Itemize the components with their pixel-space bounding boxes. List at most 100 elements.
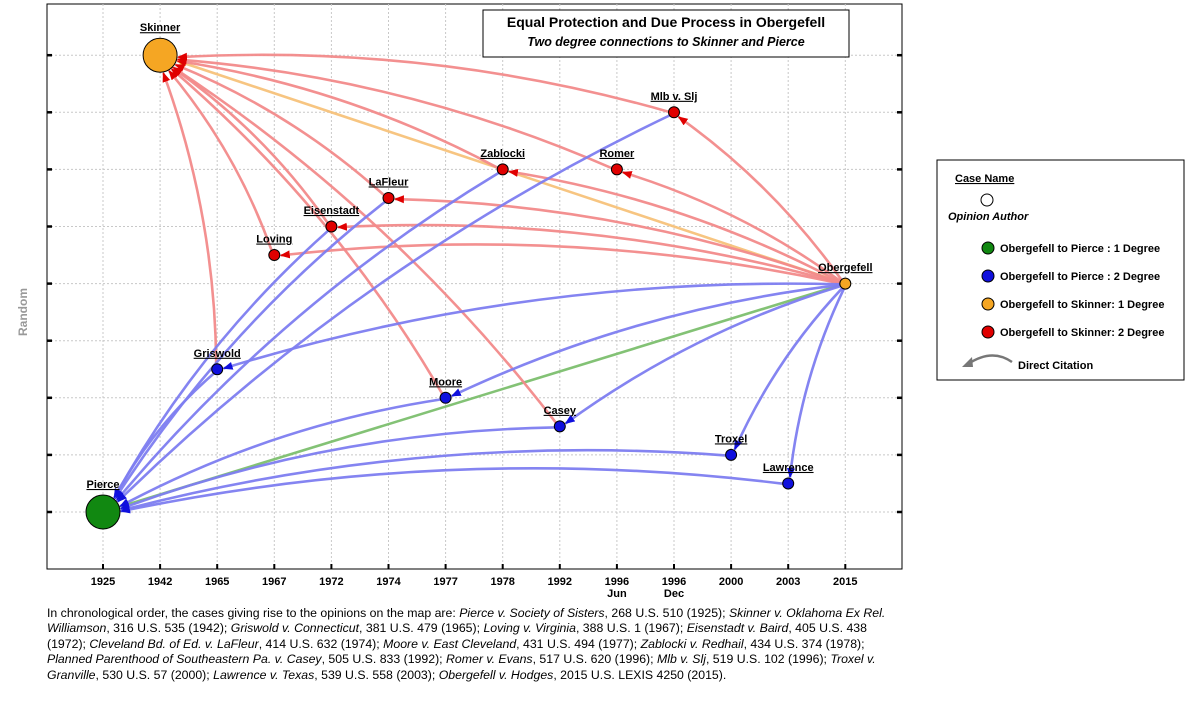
edges <box>113 52 845 514</box>
caption-citation: , 414 U.S. 632 (1974); <box>258 636 380 651</box>
edge-obergefell-to-troxel <box>733 287 844 451</box>
legend-item-label: Obergefell to Skinner: 2 Degree <box>1000 327 1164 339</box>
legend-marker-red <box>981 325 995 339</box>
x-tick-label: 1977 <box>433 576 457 588</box>
chart-subtitle: Two degree connections to Skinner and Pi… <box>527 35 804 49</box>
legend-citation-label: Direct Citation <box>1018 360 1093 372</box>
edge-obergefell-to-eisenstadt <box>336 222 841 285</box>
node-label-griswold: Griswold <box>194 348 241 360</box>
plot-frame <box>46 3 903 570</box>
caption-citation: , 431 U.S. 494 (1977); <box>516 636 638 651</box>
x-tick-label: 1925 <box>91 576 115 588</box>
node-troxel <box>725 448 738 461</box>
node-eisenstadt <box>325 220 338 233</box>
edge-mlb-to-pierce <box>116 114 671 503</box>
x-tick-label: 2000 <box>719 576 743 588</box>
edge-obergefell-to-lawrence <box>787 288 845 479</box>
node-label-troxel: Troxel <box>715 433 747 445</box>
node-label-eisenstadt: Eisenstadt <box>304 205 360 217</box>
caption-case-name: Lawrence v. Texas <box>213 667 315 682</box>
node-label-zablocki: Zablocki <box>480 148 525 160</box>
caption-case-name: Romer v. Evans <box>446 652 533 667</box>
x-tick-sublabel: Dec <box>664 588 684 600</box>
edge-moore-to-pierce <box>119 398 441 508</box>
x-tick-label: 1967 <box>262 576 286 588</box>
chart-title: Equal Protection and Due Process in Ober… <box>507 14 825 30</box>
caption-case-name: Pierce v. Society of Sisters <box>459 606 605 620</box>
edge-casey-to-skinner <box>172 66 557 424</box>
x-tick-label: 1972 <box>319 576 343 588</box>
caption-citation: , 388 U.S. 1 (1967); <box>575 621 684 636</box>
caption-citation: , 519 U.S. 102 (1996); <box>705 652 827 667</box>
node-label-moore: Moore <box>429 376 462 388</box>
edge-loving-to-skinner <box>168 69 273 251</box>
x-tick-label: 2003 <box>776 576 800 588</box>
caption-citation: , 517 U.S. 620 (1996); <box>532 652 654 667</box>
x-tick-label: 1965 <box>205 576 229 588</box>
caption-case-name: Moore v. East Cleveland <box>383 636 517 651</box>
legend-item-label: Obergefell to Pierce : 2 Degree <box>1000 271 1160 283</box>
edge-obergefell-to-moore <box>450 283 841 398</box>
x-tick-label: 1996 <box>605 576 629 588</box>
nodes: Pierce Skinner Griswold Loving Eisenstadt LaF… <box>85 22 873 530</box>
caption-citation: , 530 U.S. 57 (2000); <box>95 667 210 682</box>
caption-case-name: Zablocki v. Redhail <box>640 636 744 651</box>
edge-obergefell-to-mlb <box>677 115 843 281</box>
edge-lafleur-to-pierce <box>114 200 386 500</box>
legend-marker-green <box>981 241 995 255</box>
citation-network-chart: 1925 1942 1965 1967 1972 1974 1977 1978 1992 1996… <box>16 3 1185 600</box>
x-tick-label: 1978 <box>490 576 514 588</box>
edge-casey-to-pierce <box>119 426 555 510</box>
edge-troxel-to-pierce <box>119 448 726 512</box>
edge-eisenstadt-to-pierce <box>113 229 329 499</box>
grid <box>46 3 903 570</box>
edge-romer-to-skinner <box>176 56 613 170</box>
edge-obergefell-to-loving <box>279 243 841 285</box>
node-mlb <box>668 106 680 119</box>
x-tick-label: 1996 <box>662 576 686 588</box>
x-tick-label: 1942 <box>148 576 172 588</box>
caption-citation: , 2015 U.S. LEXIS 4250 (2015). <box>553 667 727 682</box>
edge-moore-to-skinner <box>170 68 444 395</box>
node-label-lafleur: LaFleur <box>369 176 409 188</box>
caption-case-name: Loving v. Virginia <box>483 621 576 636</box>
x-tick-label: 1974 <box>376 576 401 588</box>
node-obergefell <box>839 277 852 290</box>
caption-case-name: Eisenstadt v. Baird <box>686 621 789 636</box>
edge-lawrence-to-pierce <box>120 467 783 514</box>
caption-citation: , 405 U.S. 438 (1972); <box>47 621 867 651</box>
legend-author-marker <box>980 193 994 207</box>
caption-case-name: Mlb v. Slj <box>657 652 706 667</box>
caption-citation: , 505 U.S. 833 (1992); <box>321 652 443 667</box>
title-box: Equal Protection and Due Process in Ober… <box>482 9 850 58</box>
edge-zablocki-to-skinner <box>176 58 499 169</box>
node-zablocki <box>496 163 509 176</box>
legend-citation-arrowhead-icon <box>962 357 973 367</box>
caption-citation: , 381 U.S. 479 (1965); <box>359 621 481 636</box>
node-casey <box>553 420 566 433</box>
axes: 1925 1942 1965 1967 1972 1974 1977 1978 1992 1996… <box>47 53 902 600</box>
caption-citation: , 434 U.S. 374 (1978); <box>743 636 865 651</box>
node-pierce <box>85 494 121 530</box>
edge-zablocki-to-pierce <box>115 171 500 502</box>
legend-author: Opinion Author <box>948 211 1029 223</box>
legend-item-label: Obergefell to Pierce : 1 Degree <box>1000 243 1160 255</box>
node-label-romer: Romer <box>599 148 635 160</box>
edge-obergefell-to-romer <box>621 171 842 283</box>
node-label-mlb: Mlb v. Slj <box>651 91 698 103</box>
caption-citation: , 316 U.S. 535 (1942); <box>106 621 228 636</box>
edge-obergefell-to-griswold <box>222 282 840 370</box>
edge-obergefell-to-lafleur <box>393 195 841 284</box>
node-griswold <box>211 363 224 376</box>
edge-obergefell-to-zablocki <box>507 168 841 284</box>
x-tick-label: 1992 <box>548 576 572 588</box>
node-label-skinner: Skinner <box>140 22 181 34</box>
caption-case-name: Troxel v. Granville <box>47 652 876 682</box>
node-lawrence <box>782 477 795 490</box>
legend-item-label: Obergefell to Skinner: 1 Degree <box>1000 299 1164 311</box>
edge-lafleur-to-skinner <box>174 63 385 196</box>
legend: Case Name Opinion Author Obergefell to P… <box>936 159 1185 381</box>
node-lafleur <box>382 191 395 204</box>
node-label-lawrence: Lawrence <box>763 462 814 474</box>
y-axis-label: Random <box>16 288 30 336</box>
